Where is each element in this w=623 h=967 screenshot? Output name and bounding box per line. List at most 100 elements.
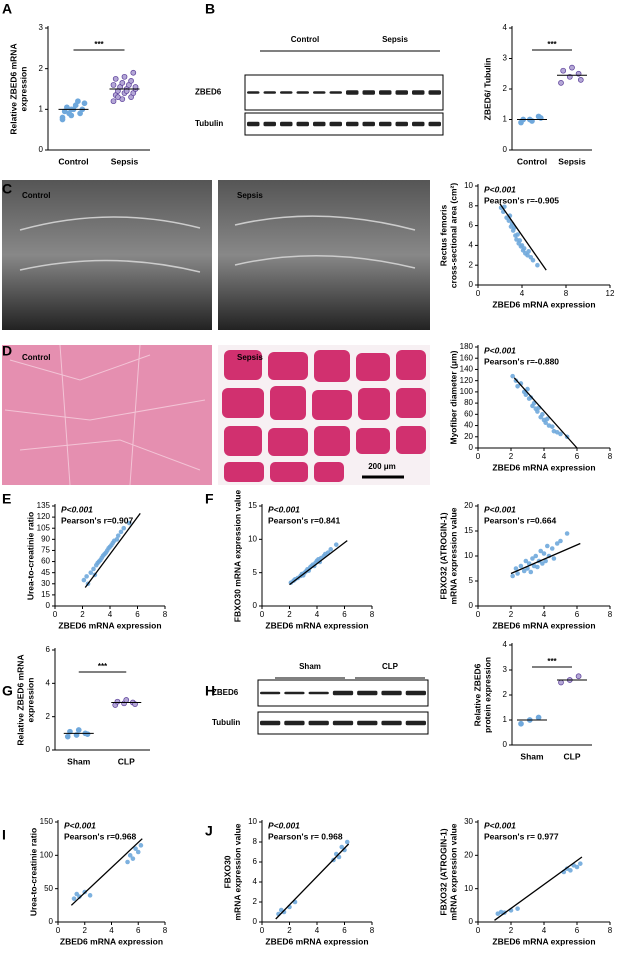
data-point xyxy=(112,75,119,82)
data-point xyxy=(558,538,563,544)
annotation: Pearson's r=-0.880 xyxy=(484,356,559,366)
data-point xyxy=(528,569,534,575)
data-point xyxy=(543,558,548,564)
y-tick-label: 4 xyxy=(46,678,51,687)
band xyxy=(412,90,425,95)
data-point xyxy=(344,839,350,845)
band xyxy=(381,720,402,726)
y-tick-label: 0 xyxy=(253,917,258,926)
y-tick-label: 180 xyxy=(460,342,474,351)
x-tick-label: Sepsis xyxy=(558,156,586,166)
x-tick-label: 8 xyxy=(163,610,168,619)
band xyxy=(308,691,329,695)
data-point xyxy=(121,525,127,531)
group-label: Control xyxy=(291,35,319,44)
row-label: Tubulin xyxy=(212,718,240,727)
panel-letter: H xyxy=(205,683,215,699)
image-label: Sepsis xyxy=(237,191,263,200)
y-tick-label: 15 xyxy=(41,590,50,599)
data-point xyxy=(540,412,545,417)
band xyxy=(346,121,359,127)
data-point xyxy=(558,80,564,86)
panel-letter: F xyxy=(205,491,214,507)
band xyxy=(346,90,359,95)
y-axis-label: FBXO30 xyxy=(222,855,232,888)
data-point xyxy=(77,894,82,899)
y-tick-label: 20 xyxy=(464,501,473,510)
band xyxy=(379,121,392,127)
data-point xyxy=(515,906,520,911)
x-tick-label: 4 xyxy=(315,610,320,619)
band xyxy=(260,691,281,695)
x-tick-label: 8 xyxy=(608,452,613,461)
y-axis-label: Myofiber diameter (μm) xyxy=(448,350,458,444)
row-label: ZBED6 xyxy=(195,88,222,97)
data-point xyxy=(328,547,334,552)
x-tick-label: 0 xyxy=(260,610,265,619)
y-tick-label: 90 xyxy=(41,534,50,543)
scale-label: 200 μm xyxy=(368,462,396,471)
y-tick-label: 8 xyxy=(469,201,474,210)
y-tick-label: 2 xyxy=(503,84,508,93)
image-label: Control xyxy=(22,353,50,362)
blot-box xyxy=(244,112,444,136)
data-point xyxy=(535,714,542,721)
annotation: Pearson's r= 0.977 xyxy=(484,831,559,841)
x-tick-label: 8 xyxy=(370,610,375,619)
y-tick-label: 10 xyxy=(464,551,473,560)
panel-letter: D xyxy=(2,343,12,359)
data-point xyxy=(115,94,121,100)
row-label: Tubulin xyxy=(195,119,223,128)
band xyxy=(263,121,276,127)
data-point xyxy=(549,424,555,429)
y-tick-label: 80 xyxy=(464,398,473,407)
y-tick-label: 60 xyxy=(464,409,473,418)
data-point xyxy=(530,556,535,561)
x-tick-label: 0 xyxy=(476,926,481,935)
x-tick-label: 2 xyxy=(287,610,292,619)
data-point xyxy=(538,548,543,554)
y-tick-label: 6 xyxy=(469,221,474,230)
band xyxy=(308,720,329,726)
row-label: ZBED6 xyxy=(212,688,239,697)
y-tick-label: 6 xyxy=(253,857,258,866)
x-axis-label: ZBED6 mRNA expression xyxy=(492,620,595,630)
x-tick-label: 8 xyxy=(370,926,375,935)
x-tick-label: 4 xyxy=(108,610,113,619)
data-point xyxy=(75,98,81,105)
data-point xyxy=(545,543,550,549)
y-tick-label: 15 xyxy=(248,501,257,510)
y-tick-label: 15 xyxy=(464,526,473,535)
y-tick-label: 75 xyxy=(41,546,50,555)
ultrasound-image xyxy=(2,180,212,330)
x-axis-label: ZBED6 mRNA expression xyxy=(265,936,368,946)
y-axis-label: expression xyxy=(18,67,28,112)
annotation: P<0.001 xyxy=(268,820,300,830)
x-tick-label: 6 xyxy=(342,610,347,619)
data-point xyxy=(575,673,582,680)
x-tick-label: CLP xyxy=(564,751,581,761)
data-point xyxy=(71,896,77,901)
y-axis-label: Relative ZBED6 mRNA xyxy=(8,43,18,134)
panel-letter: I xyxy=(2,827,6,843)
y-tick-label: 0 xyxy=(469,601,474,610)
band xyxy=(395,90,408,95)
data-point xyxy=(569,64,575,71)
data-point xyxy=(114,537,120,542)
x-axis-label: ZBED6 mRNA expression xyxy=(58,620,161,630)
x-tick-label: 0 xyxy=(476,610,481,619)
y-tick-label: 120 xyxy=(37,512,51,521)
x-tick-label: 8 xyxy=(564,289,569,298)
y-tick-label: 100 xyxy=(460,387,474,396)
y-tick-label: 10 xyxy=(464,181,473,190)
x-axis-label: ZBED6 mRNA expression xyxy=(492,299,595,309)
band xyxy=(280,91,293,94)
annotation: Pearson's r= 0.968 xyxy=(268,831,343,841)
fit-line xyxy=(275,843,350,920)
data-point xyxy=(130,69,137,76)
data-point xyxy=(558,679,564,686)
x-tick-label: 2 xyxy=(287,926,292,935)
band xyxy=(260,720,281,726)
data-point xyxy=(126,520,132,526)
y-tick-label: 2 xyxy=(503,690,508,699)
